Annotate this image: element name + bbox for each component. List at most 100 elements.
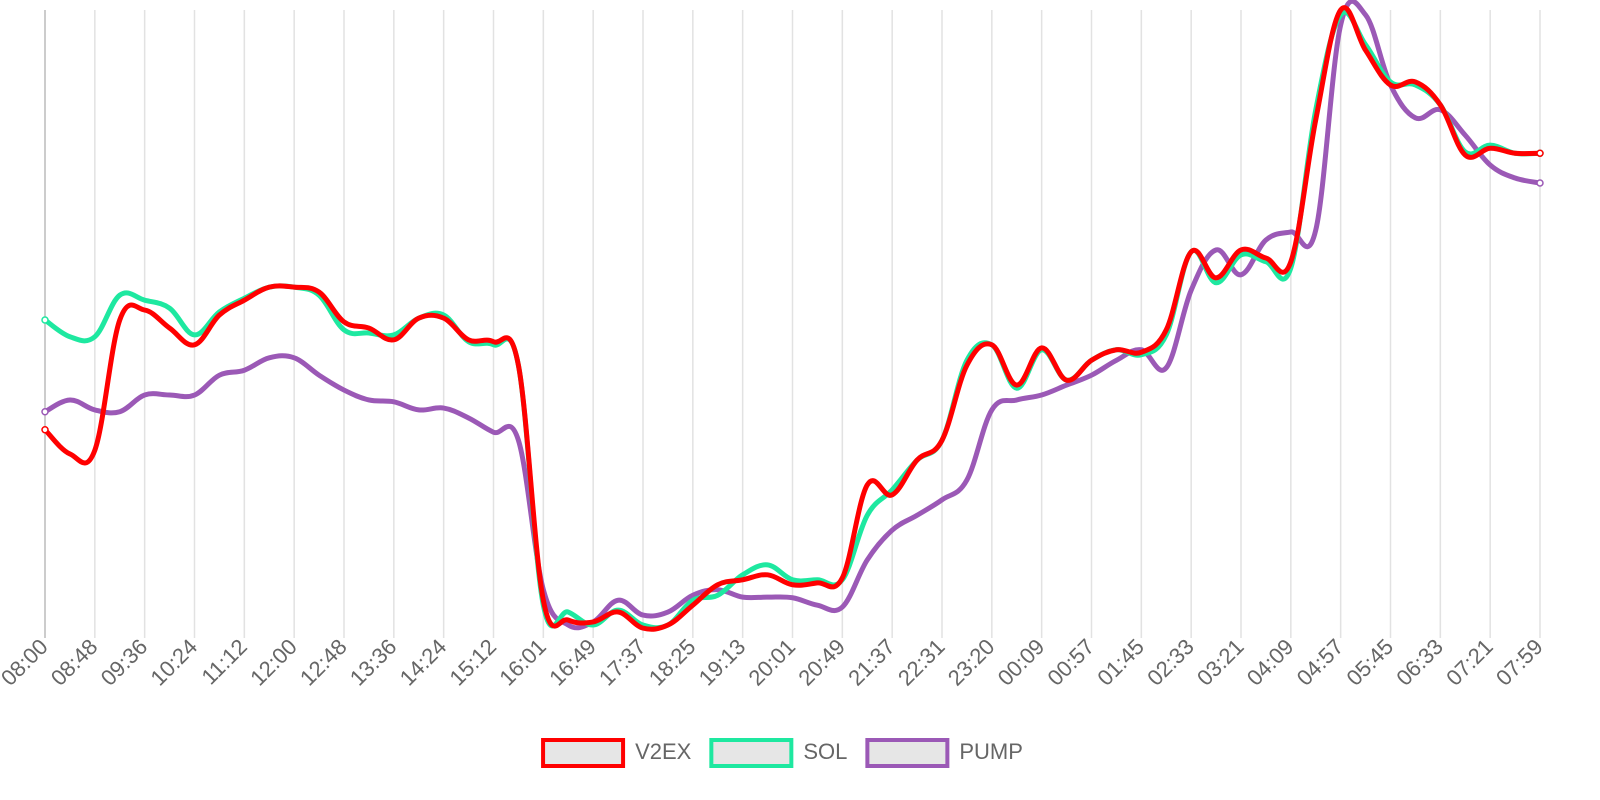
point [790,582,795,587]
point [342,388,346,393]
point [1239,272,1243,277]
point [1214,247,1219,252]
point [715,582,720,587]
point [167,326,172,331]
point [142,393,147,398]
point [840,575,845,580]
x-tick-label: 08:00 [0,634,53,691]
series [41,5,1544,632]
point [964,477,969,482]
point [989,342,994,347]
point [1313,228,1318,233]
point [192,332,197,337]
point [940,497,944,502]
x-tick-label: 15:12 [445,634,502,691]
x-tick-label: 14:24 [395,634,452,691]
x-tick-label: 07:21 [1441,634,1498,691]
point [1089,358,1094,363]
point [192,342,197,347]
point [1363,12,1368,17]
x-tick-label: 09:36 [96,634,153,691]
point [964,363,969,368]
point [391,399,396,404]
point [865,557,870,562]
point [1064,378,1069,383]
point [1039,345,1044,350]
x-tick-label: 01:45 [1092,634,1149,691]
legend-swatch [541,738,626,768]
point [491,430,496,435]
point [1536,149,1544,157]
point [890,487,895,492]
point [117,409,122,414]
x-tick-label: 04:09 [1242,634,1299,691]
point [1263,238,1268,243]
legend-label: V2EX [635,739,692,764]
x-tick-label: 21:37 [843,634,900,691]
point [1263,256,1268,260]
point [1014,397,1019,402]
point [516,438,521,443]
point [641,626,645,631]
point [292,355,297,360]
legend-label: SOL [803,739,847,764]
point [117,293,122,298]
x-tick-label: 18:25 [644,634,701,691]
point [890,492,895,497]
x-tick-label: 17:37 [594,634,651,691]
x-tick-label: 02:33 [1142,634,1199,691]
x-tick-label: 13:36 [345,634,402,691]
point [491,339,496,344]
point [1189,249,1194,254]
point [67,451,72,456]
point [217,313,222,318]
point [342,327,346,332]
point [1239,247,1243,252]
point [591,619,596,624]
point [665,610,670,615]
point [1463,153,1468,158]
point [1214,275,1219,280]
point [1288,229,1293,234]
x-tick-label: 06:33 [1391,634,1448,691]
line [42,0,1543,631]
point [740,572,745,577]
point [840,605,845,610]
point [765,572,770,577]
point [1239,252,1243,257]
point [1139,350,1144,355]
point [1114,358,1119,363]
point [41,316,49,324]
point [865,513,870,518]
point [92,407,97,412]
point [1413,115,1418,120]
point [167,393,172,398]
legend: V2EX SOL PUMP [541,738,1023,768]
x-tick-label: 20:49 [793,634,850,691]
x-tick-label: 12:48 [295,634,352,691]
point [317,290,322,295]
point [167,306,172,311]
point [117,318,122,322]
point [1338,8,1343,12]
x-tick-label: 16:49 [544,634,601,691]
point [1513,176,1518,181]
point [915,513,920,518]
x-tick-label: 04:57 [1292,634,1349,691]
point [1513,151,1518,156]
point [715,593,720,598]
point [1164,365,1169,370]
point [1014,383,1019,388]
x-tick-label: 00:57 [1043,634,1100,691]
point [865,482,870,487]
point [541,598,546,603]
point [566,618,571,623]
point [690,593,695,598]
point [67,334,72,339]
point [1338,22,1343,27]
point [989,407,994,412]
point [466,415,471,420]
x-tick-label: 11:12 [197,634,252,689]
point [566,623,571,628]
point [242,298,247,303]
